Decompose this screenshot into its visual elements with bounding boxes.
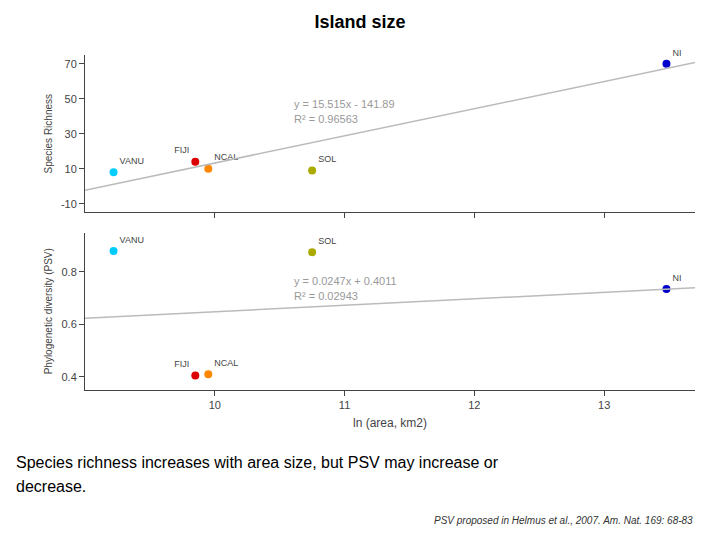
- svg-text:Species Richness: Species Richness: [43, 94, 54, 173]
- svg-text:R² = 0.96563: R² = 0.96563: [294, 113, 358, 125]
- svg-text:10: 10: [65, 163, 77, 175]
- svg-text:13: 13: [598, 399, 610, 411]
- svg-text:ln (area, km2): ln (area, km2): [353, 416, 427, 430]
- svg-text:decrease.: decrease.: [16, 478, 86, 495]
- svg-text:Island size: Island size: [314, 12, 405, 32]
- svg-text:-10: -10: [61, 198, 77, 210]
- svg-text:R² = 0.02943: R² = 0.02943: [294, 290, 358, 302]
- svg-text:FIJI: FIJI: [174, 359, 189, 369]
- svg-text:PSV proposed in Helmus et al.,: PSV proposed in Helmus et al., 2007. Am.…: [434, 515, 693, 526]
- svg-text:30: 30: [65, 128, 77, 140]
- svg-text:SOL: SOL: [318, 154, 336, 164]
- svg-text:0.4: 0.4: [62, 371, 77, 383]
- svg-text:0.8: 0.8: [62, 266, 77, 278]
- svg-text:NI: NI: [672, 273, 681, 283]
- svg-text:Species richness increases wit: Species richness increases with area siz…: [16, 454, 499, 471]
- svg-text:VANU: VANU: [120, 235, 144, 245]
- svg-text:Phylogenetic diversity (PSV): Phylogenetic diversity (PSV): [44, 248, 55, 374]
- svg-text:10: 10: [209, 399, 221, 411]
- svg-text:70: 70: [65, 58, 77, 70]
- svg-text:NCAL: NCAL: [214, 358, 238, 368]
- svg-text:NI: NI: [672, 48, 681, 58]
- svg-text:VANU: VANU: [120, 156, 144, 166]
- svg-text:y = 15.515x - 141.89: y = 15.515x - 141.89: [294, 98, 395, 110]
- svg-text:SOL: SOL: [318, 236, 336, 246]
- svg-text:FIJI: FIJI: [174, 145, 189, 155]
- svg-text:11: 11: [339, 399, 350, 411]
- svg-text:y = 0.0247x + 0.4011: y = 0.0247x + 0.4011: [294, 275, 397, 287]
- svg-text:NCAL: NCAL: [214, 152, 238, 162]
- svg-text:50: 50: [65, 93, 77, 105]
- svg-text:0.6: 0.6: [62, 318, 77, 330]
- svg-text:12: 12: [468, 399, 480, 411]
